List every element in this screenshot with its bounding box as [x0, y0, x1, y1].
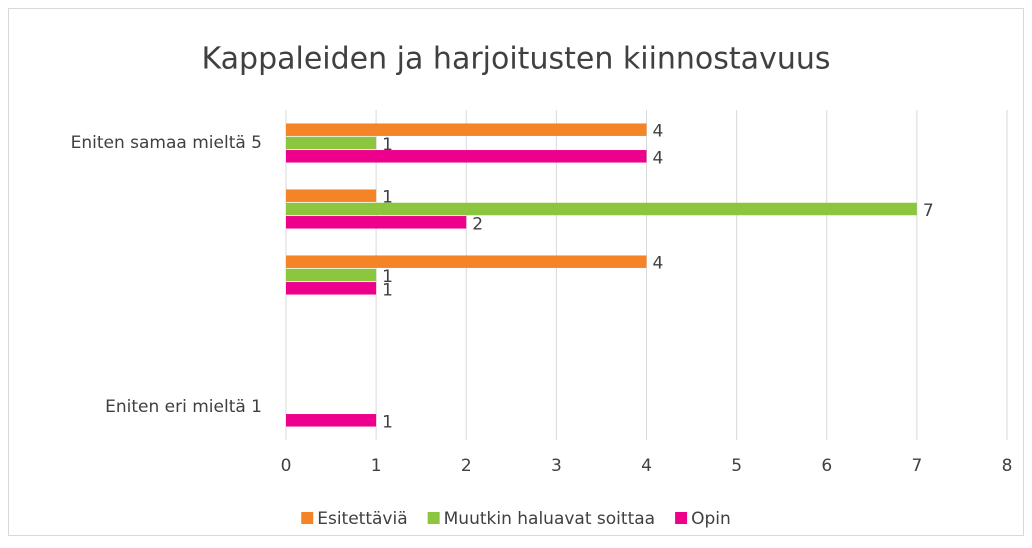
x-tick-label: 8	[1002, 456, 1013, 476]
data-label: 1	[382, 412, 393, 432]
legend-label: Muutkin haluavat soittaa	[444, 509, 655, 529]
data-label: 1	[382, 280, 393, 300]
data-label: 4	[653, 148, 664, 168]
x-tick-label: 0	[281, 456, 292, 476]
legend-swatch	[301, 512, 314, 524]
bar	[286, 123, 647, 136]
data-label: 1	[382, 135, 393, 155]
bar	[286, 136, 377, 150]
legend-swatch	[427, 512, 440, 524]
bar	[286, 216, 467, 229]
chart-border	[8, 8, 1024, 536]
data-label: 1	[382, 267, 393, 287]
x-tick-label: 1	[371, 456, 382, 476]
bar	[286, 202, 917, 216]
data-label: 4	[653, 254, 664, 274]
y-tick-label: Eniten eri mieltä 1	[105, 397, 262, 417]
legend-swatch	[675, 512, 688, 524]
bar	[286, 268, 377, 282]
x-tick-label: 3	[551, 456, 562, 476]
x-tick-label: 5	[731, 456, 742, 476]
bar	[286, 150, 647, 163]
bar	[286, 255, 647, 268]
bar	[286, 189, 377, 202]
data-label: 7	[923, 201, 934, 221]
x-tick-label: 4	[641, 456, 652, 476]
bar	[286, 414, 377, 427]
x-tick-label: 6	[821, 456, 832, 476]
chart-title: Kappaleiden ja harjoitusten kiinnostavuu…	[202, 42, 831, 77]
data-label: 2	[472, 214, 483, 234]
y-tick-label: Eniten samaa mieltä 5	[71, 133, 262, 153]
data-label: 1	[382, 188, 393, 208]
bar	[286, 282, 377, 295]
legend-label: Esitettäviä	[317, 509, 407, 529]
data-label: 4	[653, 122, 664, 142]
legend-label: Opin	[691, 509, 731, 529]
x-tick-label: 7	[911, 456, 922, 476]
x-tick-label: 2	[461, 456, 472, 476]
